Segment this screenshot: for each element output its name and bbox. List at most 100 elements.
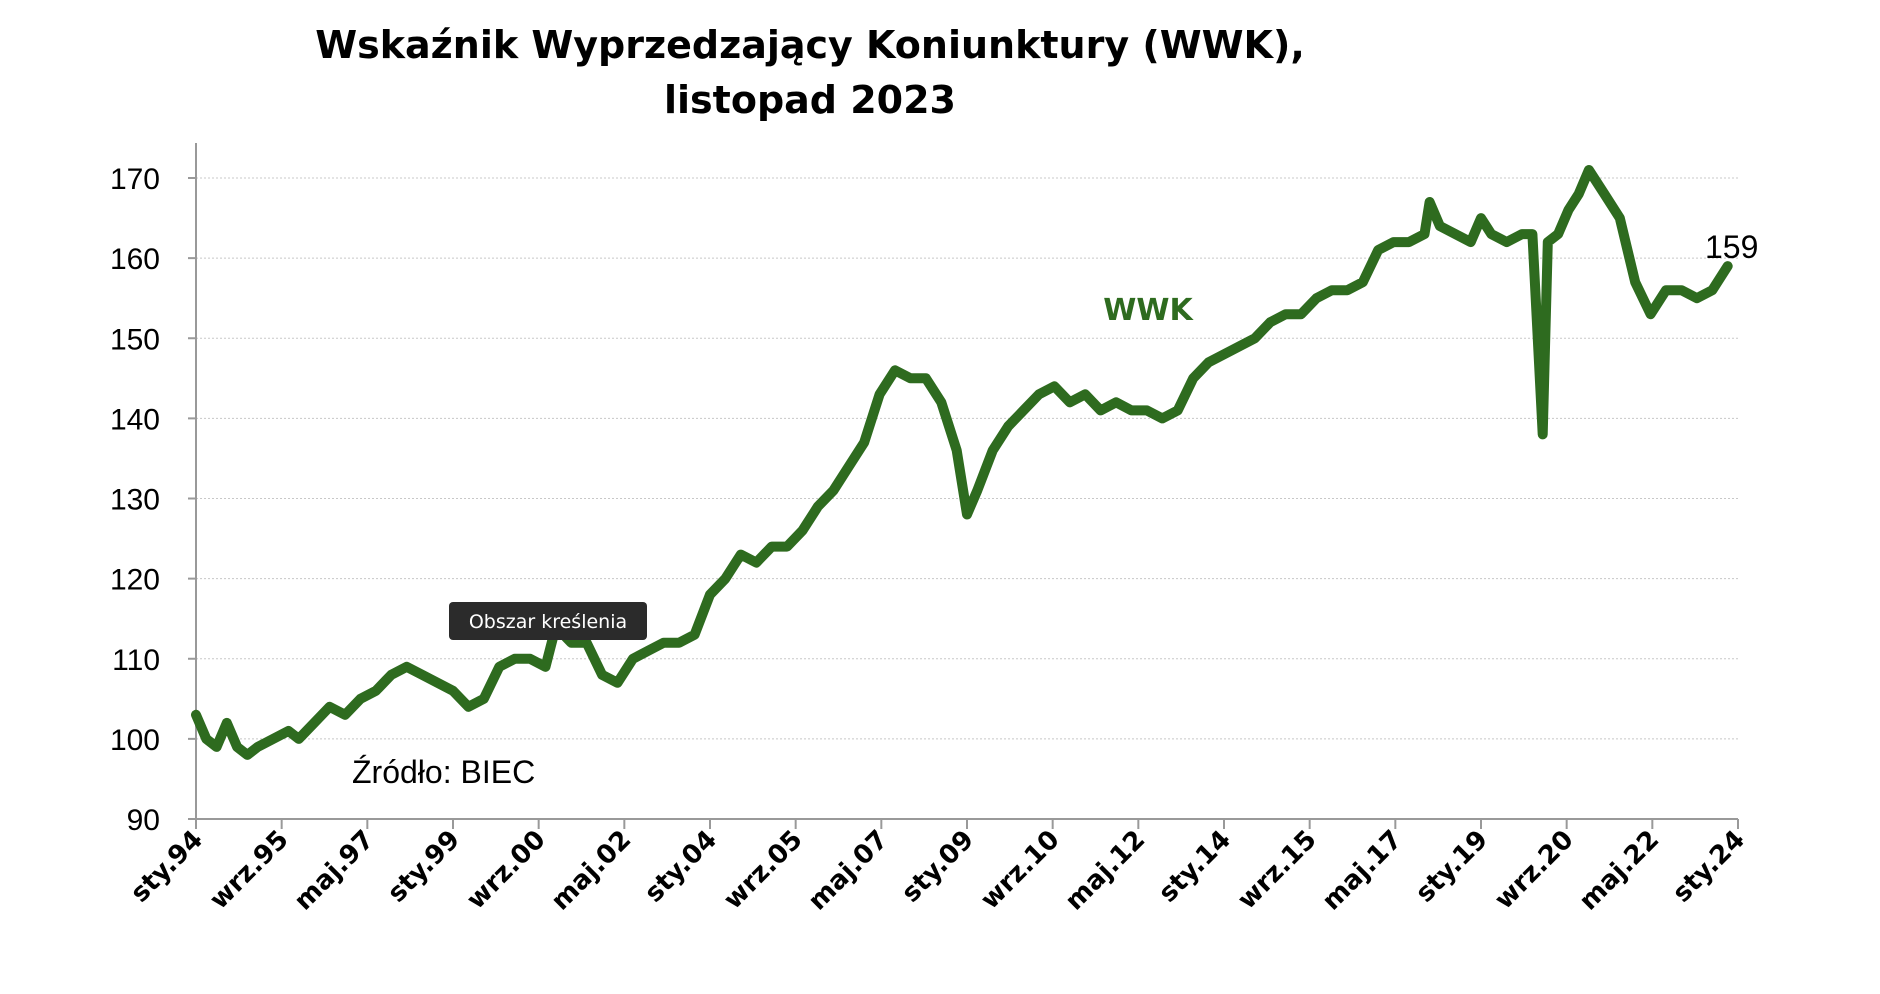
data-point-52 [955,449,958,452]
x-tick-label-maj.97: maj.97 [289,825,381,917]
data-point-62 [1099,409,1102,412]
data-point-27 [570,641,573,644]
data-point-22 [498,665,501,668]
data-point-78 [1346,289,1349,292]
data-point-75 [1300,313,1303,316]
x-tick-label-maj.17: maj.17 [1317,825,1409,917]
data-point-59 [1053,385,1056,388]
data-point-106 [1711,289,1714,292]
data-point-94 [1546,241,1549,244]
data-point-44 [832,489,835,492]
data-point-70 [1223,353,1225,356]
series-line-wwk [191,165,1733,760]
data-point-69 [1207,361,1210,364]
data-point-48 [894,369,896,372]
data-point-24 [529,657,532,660]
data-point-28 [585,641,588,644]
y-axis-ticks: 90 100 110 120 130 140 150 160 170 [110,163,196,837]
data-point-85 [1438,225,1441,228]
data-point-54 [976,489,979,492]
data-point-2 [215,745,218,748]
data-point-65 [1145,409,1148,412]
data-point-91 [1521,233,1524,236]
data-point-10 [313,721,316,724]
x-tick-label-wrz.05: wrz.05 [718,825,809,916]
data-point-11 [328,705,331,708]
data-point-19 [452,689,454,692]
data-point-74 [1284,313,1287,316]
data-point-6 [256,745,259,748]
data-point-95 [1557,233,1560,236]
data-point-50 [924,377,927,380]
data-point-58 [1038,393,1040,396]
data-point-92 [1531,233,1534,236]
last-value-label: 159 [1705,229,1758,265]
data-point-25 [544,665,547,668]
data-point-103 [1665,289,1667,292]
data-point-60 [1068,401,1071,404]
y-tick-label-130: 130 [110,484,160,517]
data-point-38 [739,553,742,556]
series-label-wwk: WWK [1103,293,1194,328]
data-point-20 [467,705,470,708]
data-point-47 [878,393,881,396]
x-tick-label-sty.99: sty.99 [382,825,466,909]
tooltip-text: Obszar kreślenia [469,611,627,633]
data-point-15 [390,673,393,676]
data-point-84 [1428,201,1431,203]
data-point-76 [1315,297,1318,300]
data-point-51 [940,401,943,404]
data-point-37 [724,577,727,580]
data-point-3 [225,721,228,724]
chart-title-line-2: listopad 2023 [664,78,956,122]
data-point-18 [436,681,439,684]
data-point-66 [1161,417,1164,420]
data-point-35 [693,633,696,636]
data-point-71 [1238,345,1241,348]
data-point-9 [297,737,300,740]
data-point-83 [1423,233,1426,236]
x-tick-label-wrz.00: wrz.00 [461,825,552,916]
x-tick-label-maj.22: maj.22 [1574,825,1666,917]
data-point-36 [709,593,711,596]
data-point-12 [344,713,347,716]
series-points [195,169,1729,756]
data-point-49 [909,377,912,380]
y-tick-label-170: 170 [110,163,160,196]
data-point-8 [287,729,290,732]
data-point-96 [1567,209,1570,212]
data-point-55 [991,449,994,452]
data-point-43 [816,505,819,508]
data-point-86 [1454,233,1457,236]
data-point-104 [1680,289,1683,292]
data-point-77 [1330,289,1333,292]
x-tick-label-maj.07: maj.07 [803,825,895,917]
x-tick-label-wrz.10: wrz.10 [975,825,1066,916]
data-point-29 [601,673,604,676]
data-point-68 [1192,377,1195,380]
data-point-87 [1469,241,1472,244]
data-point-82 [1408,241,1410,244]
data-point-105 [1695,297,1698,300]
data-point-0 [195,713,197,716]
data-point-81 [1392,241,1395,244]
data-point-7 [272,737,275,740]
data-point-53 [966,513,968,516]
data-point-79 [1361,281,1364,284]
x-tick-label-sty.24: sty.24 [1667,825,1751,909]
x-tick-label-maj.12: maj.12 [1060,825,1152,917]
data-point-1 [205,737,208,740]
data-point-100 [1618,217,1621,220]
chart-title-line-1: Wskaźnik Wyprzedzający Koniunktury (WWK)… [315,23,1305,67]
data-point-56 [1007,425,1010,428]
data-point-63 [1115,401,1118,404]
data-point-88 [1480,217,1482,220]
y-tick-label-90: 90 [127,804,160,837]
data-point-90 [1505,241,1508,244]
data-point-31 [631,657,634,660]
data-point-46 [863,441,866,444]
data-point-21 [482,697,485,700]
plot-area-tooltip: Obszar kreślenia [449,602,647,640]
data-point-39 [755,561,758,564]
